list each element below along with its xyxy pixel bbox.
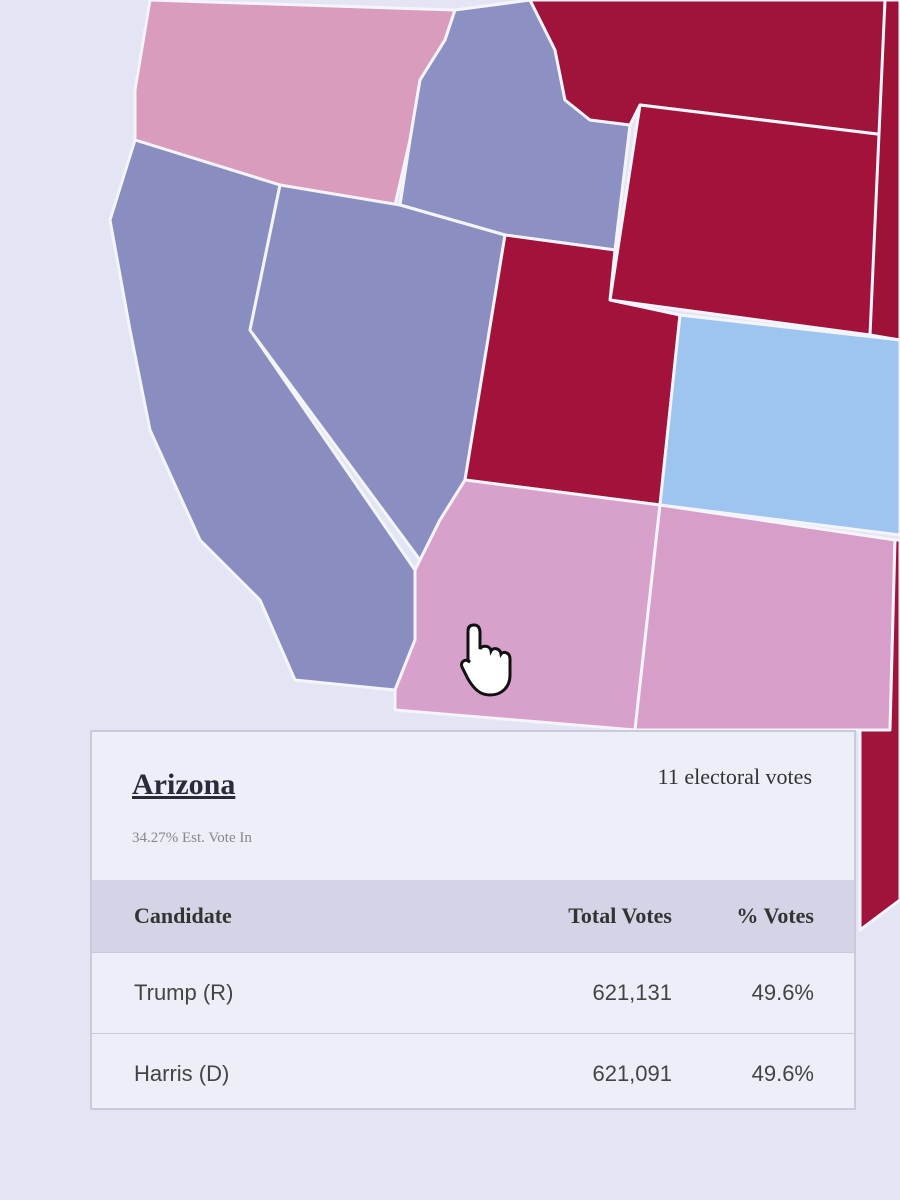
state-east[interactable]	[868, 0, 900, 342]
result-row: Harris (D) 621,091 49.6%	[92, 1033, 854, 1114]
header-cell: Candidate	[92, 880, 471, 953]
header-cell: Total Votes	[471, 880, 673, 953]
state-title: Arizona	[132, 768, 236, 801]
results-table: Candidate Total Votes % Votes Trump (R) …	[92, 880, 854, 1114]
header-row: Candidate Total Votes % Votes	[92, 880, 854, 953]
result-row: Trump (R) 621,131 49.6%	[92, 952, 854, 1034]
state-wyoming[interactable]	[608, 103, 887, 337]
total-votes: 621,091	[471, 1033, 673, 1114]
candidate: Trump (R)	[92, 952, 471, 1034]
state-new-mexico[interactable]	[633, 503, 897, 732]
electoral-votes: 11 electoral votes	[657, 764, 812, 789]
total-votes: 621,131	[471, 952, 673, 1034]
state-texas[interactable]	[858, 538, 900, 932]
candidate: Harris (D)	[92, 1033, 471, 1114]
vote-percent: 49.6%	[673, 1033, 854, 1114]
header-cell: % Votes	[673, 880, 854, 953]
state-tooltip: Arizona 11 electoral votes 34.27% Est. V…	[90, 730, 856, 1114]
hand-cursor	[460, 623, 512, 697]
vote-in: 34.27% Est. Vote In	[132, 830, 252, 846]
vote-percent: 49.6%	[673, 952, 854, 1034]
state-colorado[interactable]	[658, 313, 900, 537]
